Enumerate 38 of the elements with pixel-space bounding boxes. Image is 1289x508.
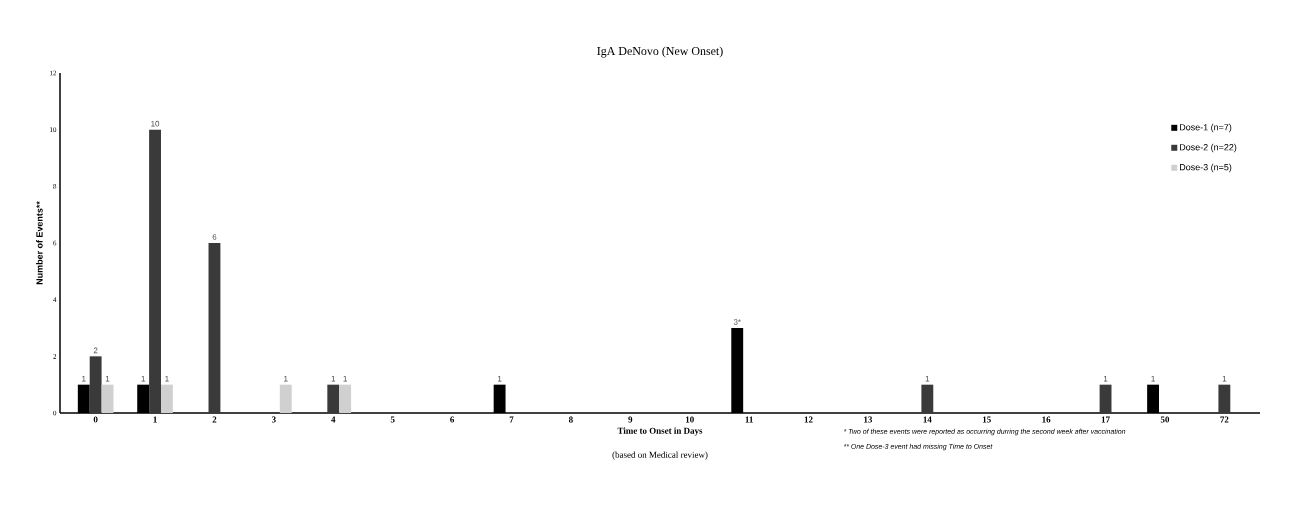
- x-tick-label: 17: [1101, 416, 1110, 423]
- bar: [1218, 384, 1231, 413]
- bar: [89, 356, 102, 413]
- text: (based on Medical review): [612, 451, 708, 460]
- bar: [160, 384, 173, 413]
- bar: [149, 129, 161, 413]
- x-axis-title: Time to Onset in Days: [617, 427, 703, 436]
- bar: [921, 384, 934, 413]
- x-tick-label: 6: [450, 416, 455, 423]
- x-tick-label: 12: [804, 416, 813, 423]
- bar: [327, 384, 340, 413]
- x-tick-label: 1: [153, 416, 157, 423]
- bar: [1099, 384, 1112, 413]
- x-tick-label: 9: [628, 416, 633, 423]
- x-tick-label: 11: [745, 416, 753, 423]
- x-tick-label: 5: [390, 416, 395, 423]
- x-tick-label: 3: [271, 416, 276, 423]
- x-tick-label: 7: [509, 416, 514, 423]
- legend-label: Dose-1 (n=7): [1180, 123, 1232, 133]
- x-tick-label: 16: [1042, 416, 1051, 423]
- x-tick-label: 15: [982, 416, 991, 423]
- x-tick-label: 8: [568, 416, 573, 423]
- x-tick-label: 10: [685, 416, 694, 423]
- x-tick-label: 14: [923, 416, 932, 423]
- bar: [339, 384, 352, 413]
- x-tick-label: 50: [1160, 416, 1170, 423]
- x-tick-label: 13: [864, 416, 873, 423]
- bar: [101, 384, 114, 413]
- chart-title: IgA DeNovo (New Onset): [597, 46, 723, 58]
- bar: [208, 243, 221, 413]
- bar: [279, 384, 292, 413]
- y-axis-title: Number of Events**: [36, 201, 43, 285]
- x-tick-label: 72: [1220, 416, 1229, 423]
- x-tick-label: 2: [212, 416, 217, 423]
- legend-label: Dose-3 (n=5): [1180, 163, 1232, 173]
- x-tick-label: 4: [331, 416, 336, 423]
- x-tick-label: 0: [93, 416, 98, 423]
- legend-label: Dose-2 (n=22): [1180, 143, 1237, 153]
